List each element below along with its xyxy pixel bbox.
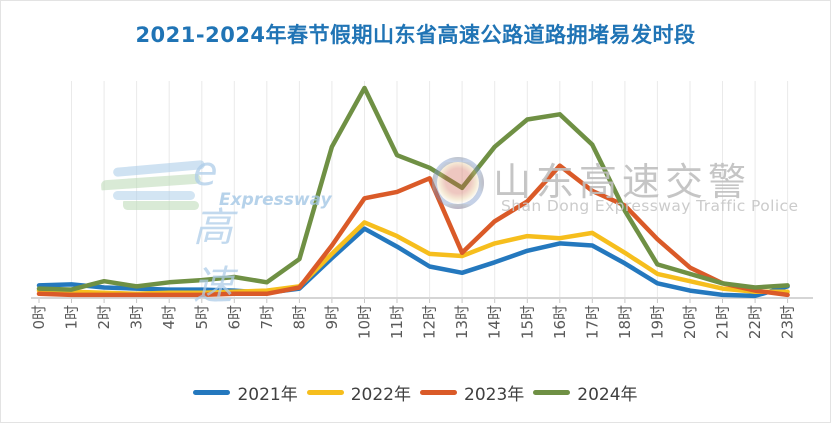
legend-item: 2022年	[306, 380, 411, 405]
legend-label: 2021年	[237, 384, 298, 405]
legend-swatch	[193, 389, 231, 395]
x-axis-label: 23时	[779, 305, 797, 339]
x-axis-label: 9时	[323, 305, 341, 330]
x-axis-label: 0时	[30, 305, 48, 330]
x-axis-label: 5时	[193, 305, 211, 330]
series-line-2021年	[36, 226, 790, 299]
series-line-2023年	[36, 163, 790, 298]
legend-label: 2023年	[464, 384, 525, 405]
x-axis-label: 15时	[518, 305, 536, 339]
x-axis-label: 21时	[714, 305, 732, 339]
legend-swatch	[420, 389, 457, 395]
x-axis-label: 11时	[388, 305, 406, 339]
legend-item: 2021年	[193, 380, 298, 405]
x-axis-label: 13时	[453, 305, 471, 339]
x-axis-label: 10时	[356, 305, 374, 339]
x-axis-label: 3时	[128, 305, 146, 330]
legend-label: 2024年	[577, 384, 638, 405]
x-axis-label: 4时	[160, 305, 178, 330]
legend-item: 2024年	[533, 380, 638, 405]
x-axis-label: 12时	[421, 305, 439, 339]
x-axis-label: 14时	[486, 305, 504, 339]
x-axis-label: 6时	[225, 305, 243, 330]
series-line-2024年	[36, 85, 790, 292]
legend-swatch	[533, 389, 571, 395]
chart-legend: 2021年 2022年 2023年 2024年	[1, 377, 830, 407]
legend-swatch	[306, 389, 344, 395]
x-axis-label: 2时	[95, 305, 113, 330]
x-axis-label: 7时	[258, 305, 276, 330]
x-axis-label: 18时	[616, 305, 634, 339]
legend-label: 2022年	[350, 384, 411, 405]
legend-item: 2023年	[420, 380, 524, 405]
x-axis-label: 1时	[63, 305, 81, 330]
x-axis-label: 16时	[551, 305, 569, 339]
chart-title: 2021-2024年春节假期山东省高速公路道路拥堵易发时段	[135, 23, 696, 47]
x-axis-label: 19时	[648, 305, 666, 339]
x-axis-label: 22时	[746, 305, 764, 339]
x-axis-label: 20时	[681, 305, 699, 339]
x-axis-label: 17时	[583, 305, 601, 339]
x-axis-label: 8时	[290, 305, 308, 330]
